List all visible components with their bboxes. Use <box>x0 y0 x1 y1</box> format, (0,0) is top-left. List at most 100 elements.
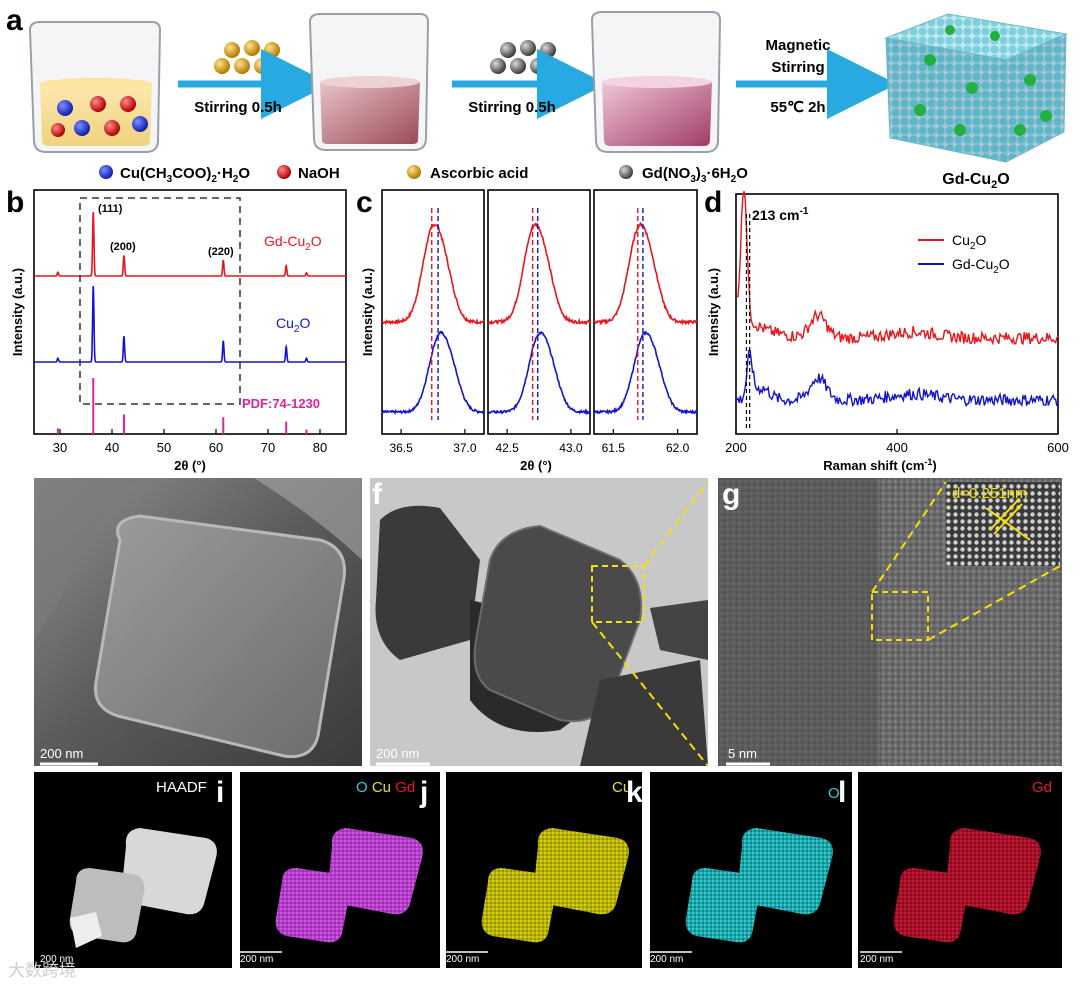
series-label-cu2o: Cu2O <box>276 315 310 335</box>
scale-text-f: 200 nm <box>376 746 419 761</box>
legend-text-gd-cu2o: Gd-Cu2O <box>952 256 1010 276</box>
xlabel-c: 2θ (°) <box>520 458 552 473</box>
x-tick-label-d: 200 <box>725 440 747 455</box>
series-line-gd-cu2o <box>34 211 346 277</box>
x-tick-label-c: 36.5 <box>389 441 413 455</box>
panel-label-j: j <box>419 776 428 809</box>
zoom-guide-2 <box>591 621 709 767</box>
panel-g: d=0.251nm g 5 nm <box>718 478 1062 766</box>
legend-text-cu2o: Cu2O <box>952 232 986 252</box>
zoom-curve <box>487 222 591 326</box>
inset-guide-1 <box>871 481 947 593</box>
legend-cu-acetate: Cu(CH3COO)2·H2O <box>120 165 250 185</box>
zoom-frame-3 <box>593 189 698 435</box>
watermark: 大数跨境 <box>8 961 76 981</box>
series-label-gd-cu2o: Gd-Cu2O <box>264 233 322 253</box>
ascorbic-legend-icon <box>407 165 421 179</box>
tem-zoom-box <box>591 565 645 623</box>
step3-line3: 55℃ 2h <box>770 99 825 116</box>
panel-d: d 200 400 600 213 cm-1 Cu2O Gd-Cu2O Raman … <box>704 186 1069 473</box>
panel-b: b 30 40 50 60 70 80 (111) (200) (220) Gd-Cu2O… <box>6 186 347 473</box>
panel-label-c: c <box>356 186 373 219</box>
panel-c: c 36.5 37.0 42.5 43.0 61.5 62.0 2θ (°) Intens… <box>356 186 698 473</box>
cu-acetate-icon <box>99 165 113 179</box>
zoom-curve <box>594 330 698 416</box>
zoom-curve <box>381 223 485 326</box>
raman-peak-annotation: 213 cm-1 <box>752 206 809 223</box>
zoom-curve <box>381 330 485 415</box>
product-label: Gd-Cu2O <box>942 171 1009 191</box>
step3-line2: Stirring <box>771 59 824 76</box>
ylabel-d: Intensity (a.u.) <box>706 268 721 356</box>
gd-cu2o-cube-model <box>884 13 1068 163</box>
reagent-legend: Cu(CH3COO)2·H2O NaOH Ascorbic acid Gd(NO… <box>99 165 748 185</box>
beaker-2 <box>308 13 430 151</box>
cu-ion-icon <box>74 120 90 136</box>
zoom-curve <box>593 221 698 326</box>
naoh-icon <box>104 120 120 136</box>
panel-k: k O 200 nm <box>626 772 852 968</box>
gd-nitrate-legend-icon <box>619 165 633 179</box>
x-tick-label-c: 62.0 <box>666 441 690 455</box>
beaker-1 <box>28 21 162 153</box>
haadf-cube-upper <box>121 828 217 915</box>
gd-map-label: Gd <box>1032 779 1052 796</box>
naoh-icon <box>90 96 106 112</box>
x-tick-label-b: 40 <box>105 440 119 455</box>
legend-ascorbic: Ascorbic acid <box>430 165 528 182</box>
o-map-label: O <box>828 785 840 802</box>
overlay-legend: O Cu Gd <box>356 779 415 796</box>
x-tick-label-c: 37.0 <box>453 441 477 455</box>
pdf-reference-label: PDF:74-1230 <box>242 396 320 411</box>
zoom-frame-1 <box>381 189 485 435</box>
panel-l: l Gd 200 nm <box>838 772 1062 968</box>
panel-label-f: f <box>372 478 383 511</box>
legend-naoh: NaOH <box>298 165 340 182</box>
panel-i: i O Cu Gd 200 nm <box>216 772 440 968</box>
d-spacing-label: d=0.251nm <box>952 485 1027 502</box>
peak-111-label: (111) <box>98 203 123 215</box>
panel-j: j Cu 200 nm <box>419 772 642 968</box>
panel-label-l: l <box>838 776 846 809</box>
raman-plot: 200 400 600 <box>725 191 1069 455</box>
zoom-frame-2 <box>487 189 591 435</box>
step2-label: Stirring 0.5h <box>468 99 556 116</box>
cube-particle <box>93 514 346 759</box>
series-line-cu2o <box>34 285 346 363</box>
cu-ion-icon <box>57 100 73 116</box>
panel-e: e 200 nm <box>8 478 362 766</box>
plot-frame-b <box>33 189 347 435</box>
peak-200-label: (200) <box>110 241 136 253</box>
x-tick-label-b: 70 <box>261 440 275 455</box>
x-tick-label-b: 60 <box>209 440 223 455</box>
x-tick-label-d: 600 <box>1047 440 1069 455</box>
x-tick-label-c: 42.5 <box>495 441 519 455</box>
scale-text-l: 200 nm <box>860 954 893 965</box>
liquid-brown <box>320 82 420 144</box>
naoh-legend-icon <box>277 165 291 179</box>
zoom-guide-1 <box>643 481 709 567</box>
x-tick-label-d: 400 <box>886 440 908 455</box>
raman-series-line <box>736 349 1059 408</box>
hrtem-zoom-box <box>871 591 929 641</box>
panel-label-k: k <box>626 776 643 809</box>
liquid-pink <box>602 82 712 146</box>
scale-text-j: 200 nm <box>446 954 479 965</box>
scale-text-e: 200 nm <box>40 746 83 761</box>
xrd-plot: 30 40 50 60 70 80 <box>34 211 346 455</box>
cu-ion-icon <box>132 116 148 132</box>
haadf-label: HAADF <box>156 779 207 796</box>
panel-a: a Stirring 0.5h <box>6 4 1068 191</box>
beaker-3 <box>590 11 722 153</box>
tem-cube-particle <box>473 524 643 722</box>
zoom-region-box <box>79 197 241 405</box>
x-tick-label-c: 61.5 <box>602 441 626 455</box>
panel-label-e: e <box>8 478 25 511</box>
gd-nitrate-balls <box>490 40 556 74</box>
ylabel-c: Intensity (a.u.) <box>360 268 375 356</box>
scale-text-k: 200 nm <box>650 954 683 965</box>
x-tick-label-b: 30 <box>53 440 67 455</box>
step3-line1: Magnetic <box>765 37 830 54</box>
panel-label-a: a <box>6 4 23 37</box>
